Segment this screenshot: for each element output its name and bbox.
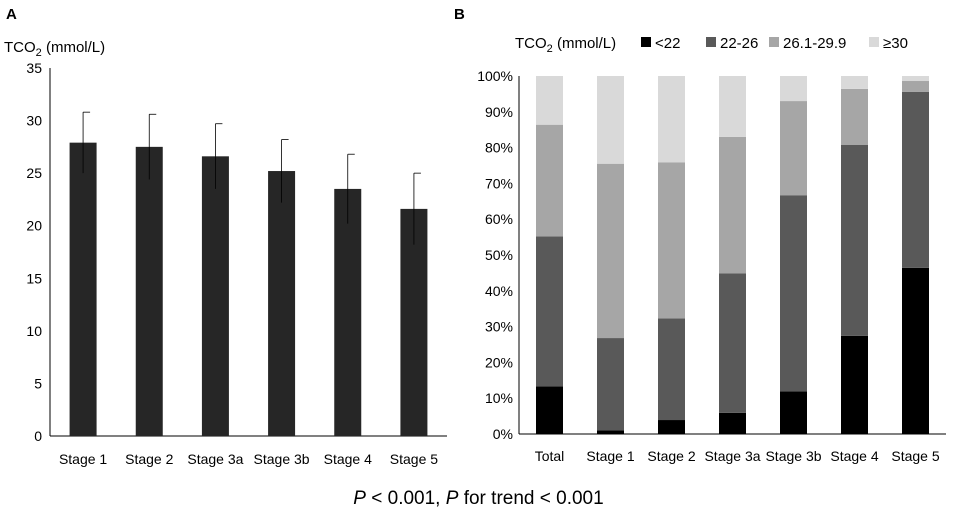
y-tick-label-35: 35 bbox=[26, 60, 42, 76]
segment-stage-1-30 bbox=[597, 76, 624, 164]
legend-label-30: ≥30 bbox=[883, 35, 908, 52]
y-tick-label-90: 90% bbox=[485, 104, 513, 120]
y-axis-label-unit: (mmol/L) bbox=[42, 39, 105, 56]
x-tick-label-stage-5: Stage 5 bbox=[390, 451, 438, 467]
segment-stage-3a-22-26 bbox=[719, 273, 746, 413]
bar-stage-3a bbox=[201, 156, 229, 436]
segment-stage-2-26-1-29-9 bbox=[658, 162, 685, 319]
y-tick-label-10: 10% bbox=[485, 390, 513, 406]
legend-title-main: TCO bbox=[515, 35, 547, 52]
segment-stage-5-30 bbox=[902, 76, 929, 82]
p-symbol: P bbox=[353, 488, 366, 509]
p-trend-text: for trend < 0.001 bbox=[458, 488, 604, 509]
segment-stage-3a-22 bbox=[719, 412, 746, 434]
segment-total-30 bbox=[536, 76, 563, 125]
x-tick-label-b-stage-3b: Stage 3b bbox=[765, 448, 821, 464]
x-tick-label-stage-1: Stage 1 bbox=[59, 451, 107, 467]
segment-stage-1-26-1-29-9 bbox=[597, 163, 624, 339]
segment-stage-3b-26-1-29-9 bbox=[780, 101, 807, 196]
legend-title-unit: (mmol/L) bbox=[553, 35, 616, 52]
segment-total-26-1-29-9 bbox=[536, 124, 563, 237]
panel-b: B TCO2 (mmol/L) <22 22-26 26.1-29.9 ≥30 0% 10% 2… bbox=[454, 6, 946, 464]
segment-stage-5-22 bbox=[902, 267, 929, 434]
p-value-text: < 0.001, bbox=[365, 488, 446, 509]
y-tick-label-20: 20% bbox=[485, 354, 513, 370]
y-tick-label-25: 25 bbox=[26, 165, 42, 181]
y-tick-label-70: 70% bbox=[485, 175, 513, 191]
x-tick-label-b-stage-3a: Stage 3a bbox=[704, 448, 760, 464]
segment-stage-5-22-26 bbox=[902, 91, 929, 268]
segment-stage-1-22 bbox=[597, 430, 624, 434]
bar-stage-3b bbox=[268, 171, 296, 437]
bar-stage-4 bbox=[334, 188, 362, 436]
segment-stage-4-22-26 bbox=[841, 144, 868, 336]
segment-stage-2-22-26 bbox=[658, 318, 685, 421]
y-tick-label-5: 5 bbox=[34, 375, 42, 391]
x-tick-label-b-stage-5: Stage 5 bbox=[891, 448, 939, 464]
segment-stage-3a-26-1-29-9 bbox=[719, 136, 746, 274]
significance-note: P < 0.001, P for trend < 0.001 bbox=[0, 488, 957, 510]
x-tick-label-stage-3b: Stage 3b bbox=[254, 451, 310, 467]
segment-stage-5-26-1-29-9 bbox=[902, 81, 929, 92]
bar-stage-2 bbox=[135, 146, 163, 436]
legend-title-sub: 2 bbox=[547, 43, 553, 55]
y-axis-label-sub: 2 bbox=[36, 47, 42, 59]
y-axis-label-main: TCO bbox=[4, 39, 36, 56]
legend-swatch-22-26 bbox=[706, 37, 716, 47]
y-tick-label-60: 60% bbox=[485, 211, 513, 227]
segment-stage-3a-30 bbox=[719, 76, 746, 137]
y-tick-label-20: 20 bbox=[26, 218, 42, 234]
segment-stage-1-22-26 bbox=[597, 338, 624, 431]
panel-letter-a: A bbox=[6, 6, 17, 23]
segment-stage-4-30 bbox=[841, 76, 868, 89]
y-tick-label-10: 10 bbox=[26, 323, 42, 339]
panel-a: A TCO2 (mmol/L) 0 5 10 15 20 25 30 35 Stage 1 Stage… bbox=[4, 6, 447, 467]
x-tick-label-b-stage-4: Stage 4 bbox=[830, 448, 878, 464]
x-tick-label-b-stage-1: Stage 1 bbox=[586, 448, 634, 464]
segment-total-22-26 bbox=[536, 236, 563, 387]
legend-swatch-22 bbox=[641, 37, 651, 47]
segment-stage-2-22 bbox=[658, 420, 685, 434]
y-axis-label: TCO2 (mmol/L) bbox=[4, 39, 105, 59]
x-tick-label-b-stage-2: Stage 2 bbox=[647, 448, 695, 464]
x-tick-label-stage-3a: Stage 3a bbox=[187, 451, 243, 467]
bar-stage-1 bbox=[69, 142, 97, 436]
y-tick-label-0: 0 bbox=[34, 428, 42, 444]
y-tick-label-30: 30% bbox=[485, 319, 513, 335]
y-tick-label-30: 30 bbox=[26, 113, 42, 129]
segment-stage-4-26-1-29-9 bbox=[841, 88, 868, 145]
y-tick-label-100: 100% bbox=[477, 68, 513, 84]
x-tick-label-b-total: Total bbox=[535, 448, 565, 464]
legend-label-22-26: 22-26 bbox=[720, 35, 758, 52]
bar-stage-5 bbox=[400, 208, 428, 436]
x-tick-label-stage-4: Stage 4 bbox=[324, 451, 372, 467]
segment-stage-3b-22-26 bbox=[780, 195, 807, 392]
legend-label-22: <22 bbox=[655, 35, 680, 52]
y-tick-label-50: 50% bbox=[485, 247, 513, 263]
p-trend-symbol: P bbox=[445, 488, 459, 509]
legend-label-26-1-29-9: 26.1-29.9 bbox=[783, 35, 846, 52]
legend-swatch-26-1-29-9 bbox=[769, 37, 779, 47]
x-tick-label-stage-2: Stage 2 bbox=[125, 451, 173, 467]
segment-stage-2-30 bbox=[658, 76, 685, 163]
panel-letter-b: B bbox=[454, 6, 465, 23]
segment-stage-3b-30 bbox=[780, 76, 807, 102]
y-tick-label-15: 15 bbox=[26, 270, 42, 286]
segment-total-22 bbox=[536, 386, 563, 434]
y-tick-label-40: 40% bbox=[485, 283, 513, 299]
legend-swatch-30 bbox=[869, 37, 879, 47]
legend-title: TCO2 (mmol/L) bbox=[515, 35, 616, 55]
segment-stage-4-22 bbox=[841, 335, 868, 434]
y-tick-label-80: 80% bbox=[485, 140, 513, 156]
y-tick-label-0: 0% bbox=[493, 426, 513, 442]
segment-stage-3b-22 bbox=[780, 391, 807, 434]
